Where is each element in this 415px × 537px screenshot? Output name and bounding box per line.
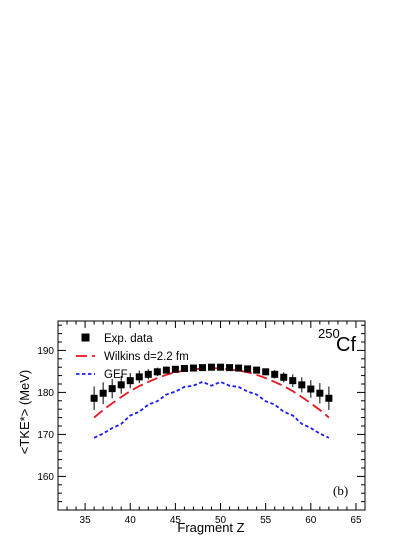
data-point — [171, 365, 179, 373]
series-line-wilkins — [93, 367, 330, 419]
axis-ticks: 35 40 45 50 55 60 65 160 170 180 190 — [37, 321, 366, 526]
data-point — [126, 377, 134, 385]
data-point — [262, 368, 270, 376]
y-tick-label: 190 — [37, 346, 54, 357]
legend-label: Exp. data — [104, 333, 153, 345]
x-tick-label: 55 — [260, 515, 272, 526]
x-tick-label: 35 — [80, 515, 92, 526]
series-layer — [90, 363, 333, 439]
y-axis-label: <TKE*> (MeV) — [17, 370, 32, 455]
x-axis-label: Fragment Z — [177, 520, 244, 535]
x-tick-label: 50 — [215, 515, 227, 526]
nucleus-mass-number: 250 — [318, 326, 340, 341]
x-tick-label: 65 — [350, 515, 362, 526]
data-point — [153, 368, 161, 376]
data-point — [162, 366, 170, 374]
data-point — [307, 385, 315, 393]
legend-label: Wilkins d=2.2 fm — [104, 351, 189, 363]
data-point — [117, 381, 125, 389]
data-point — [189, 364, 197, 372]
data-point — [90, 394, 98, 402]
x-tick-label: 60 — [305, 515, 317, 526]
data-point — [253, 366, 261, 374]
series-line-gef — [93, 380, 330, 439]
legend: Exp. data Wilkins d=2.2 fm GEF — [76, 333, 189, 381]
data-point — [108, 385, 116, 393]
data-point — [208, 363, 215, 371]
y-tick-label: 160 — [37, 472, 54, 483]
x-tick-label: 45 — [170, 515, 182, 526]
x-tick-label: 40 — [125, 515, 137, 526]
data-point — [298, 381, 306, 389]
data-point — [235, 364, 243, 372]
legend-label: GEF — [104, 369, 128, 381]
data-point — [226, 364, 234, 372]
plot-frame — [57, 320, 366, 511]
data-point — [289, 377, 297, 385]
data-point — [135, 373, 143, 381]
data-point — [244, 365, 252, 373]
data-point — [217, 363, 225, 371]
data-point — [280, 373, 288, 381]
data-point — [325, 394, 333, 402]
data-point — [99, 389, 107, 397]
data-point — [271, 370, 279, 378]
data-point — [316, 389, 324, 397]
panel-label: (b) — [333, 483, 348, 498]
nucleus-symbol: Cf — [336, 334, 356, 356]
y-tick-label: 170 — [37, 430, 54, 441]
data-point — [144, 370, 152, 378]
y-tick-label: 180 — [37, 388, 54, 399]
legend-marker-square — [81, 333, 90, 342]
data-point — [180, 364, 188, 372]
data-point — [198, 364, 206, 372]
